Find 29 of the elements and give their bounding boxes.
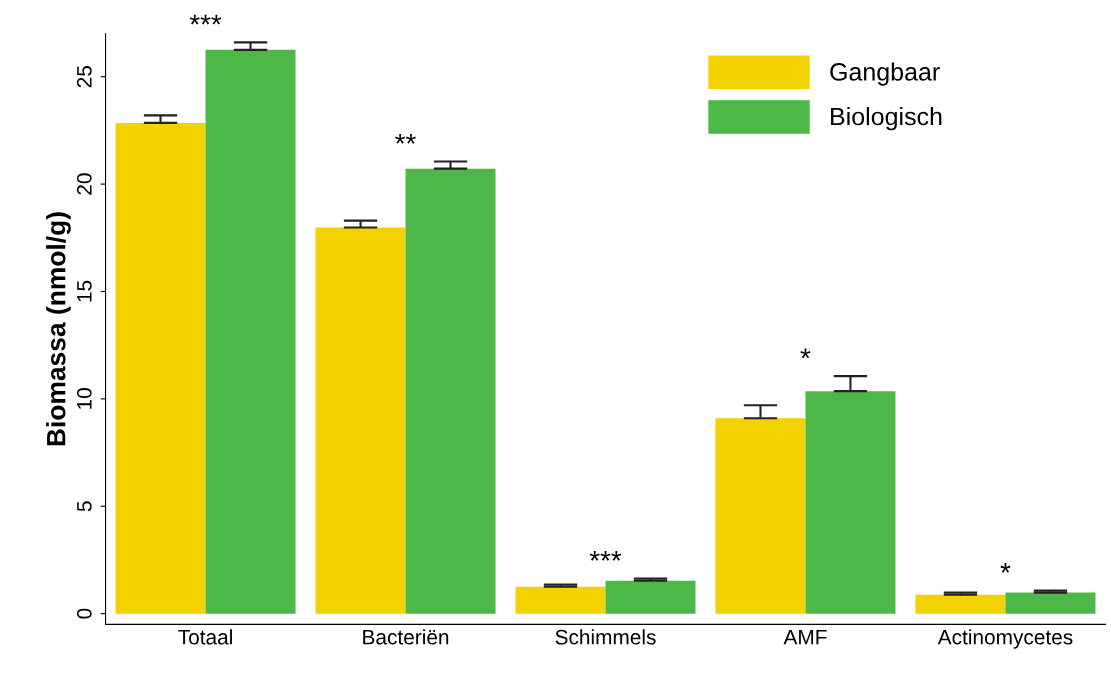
bar [805, 391, 896, 614]
x-tick-label: Actinomycetes [937, 629, 1073, 649]
bar [515, 586, 606, 614]
bar [405, 168, 496, 614]
legend-label: Gangbaar [830, 62, 940, 86]
y-tick-label: 5 [77, 501, 92, 512]
x-tick-label: AMF [783, 630, 827, 645]
y-tick-label: 0 [76, 608, 92, 619]
bar [115, 122, 206, 614]
x-tick-label: Schimmels [555, 629, 656, 645]
bar [715, 418, 806, 614]
y-tick-label: 20 [76, 173, 92, 195]
y-tick-label: 10 [76, 388, 92, 409]
text: *** [189, 14, 222, 25]
bar [605, 580, 696, 614]
annotation: *** [589, 550, 622, 561]
y-axis-title: Biomassa (nmol/g) [46, 212, 71, 446]
bar [1005, 592, 1096, 614]
annotation: ** [395, 133, 416, 144]
y-tick-label: 25 [76, 65, 92, 88]
bar [915, 594, 1006, 614]
legend-label: Biologisch [831, 107, 942, 131]
x-tick-label: Bacteriën [363, 629, 449, 645]
annotation: * [1000, 563, 1011, 573]
bar [205, 49, 296, 614]
bar [315, 227, 406, 614]
annotation: * [800, 348, 811, 359]
x-tick-label: Totaal [178, 629, 232, 645]
y-tick-label: 15 [77, 280, 92, 302]
